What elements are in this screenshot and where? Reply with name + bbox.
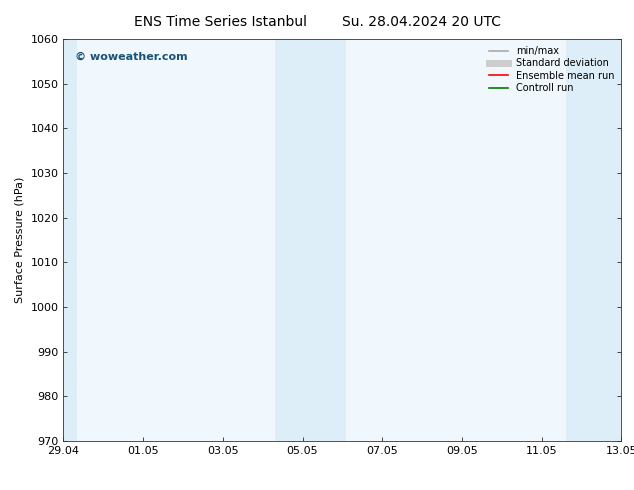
Bar xyxy=(60,39,77,441)
Legend: min/max, Standard deviation, Ensemble mean run, Controll run: min/max, Standard deviation, Ensemble me… xyxy=(487,44,616,95)
Bar xyxy=(566,39,625,441)
Text: ENS Time Series Istanbul        Su. 28.04.2024 20 UTC: ENS Time Series Istanbul Su. 28.04.2024 … xyxy=(134,15,500,29)
Text: © woweather.com: © woweather.com xyxy=(75,51,187,61)
Y-axis label: Surface Pressure (hPa): Surface Pressure (hPa) xyxy=(15,177,25,303)
Bar xyxy=(275,39,346,441)
